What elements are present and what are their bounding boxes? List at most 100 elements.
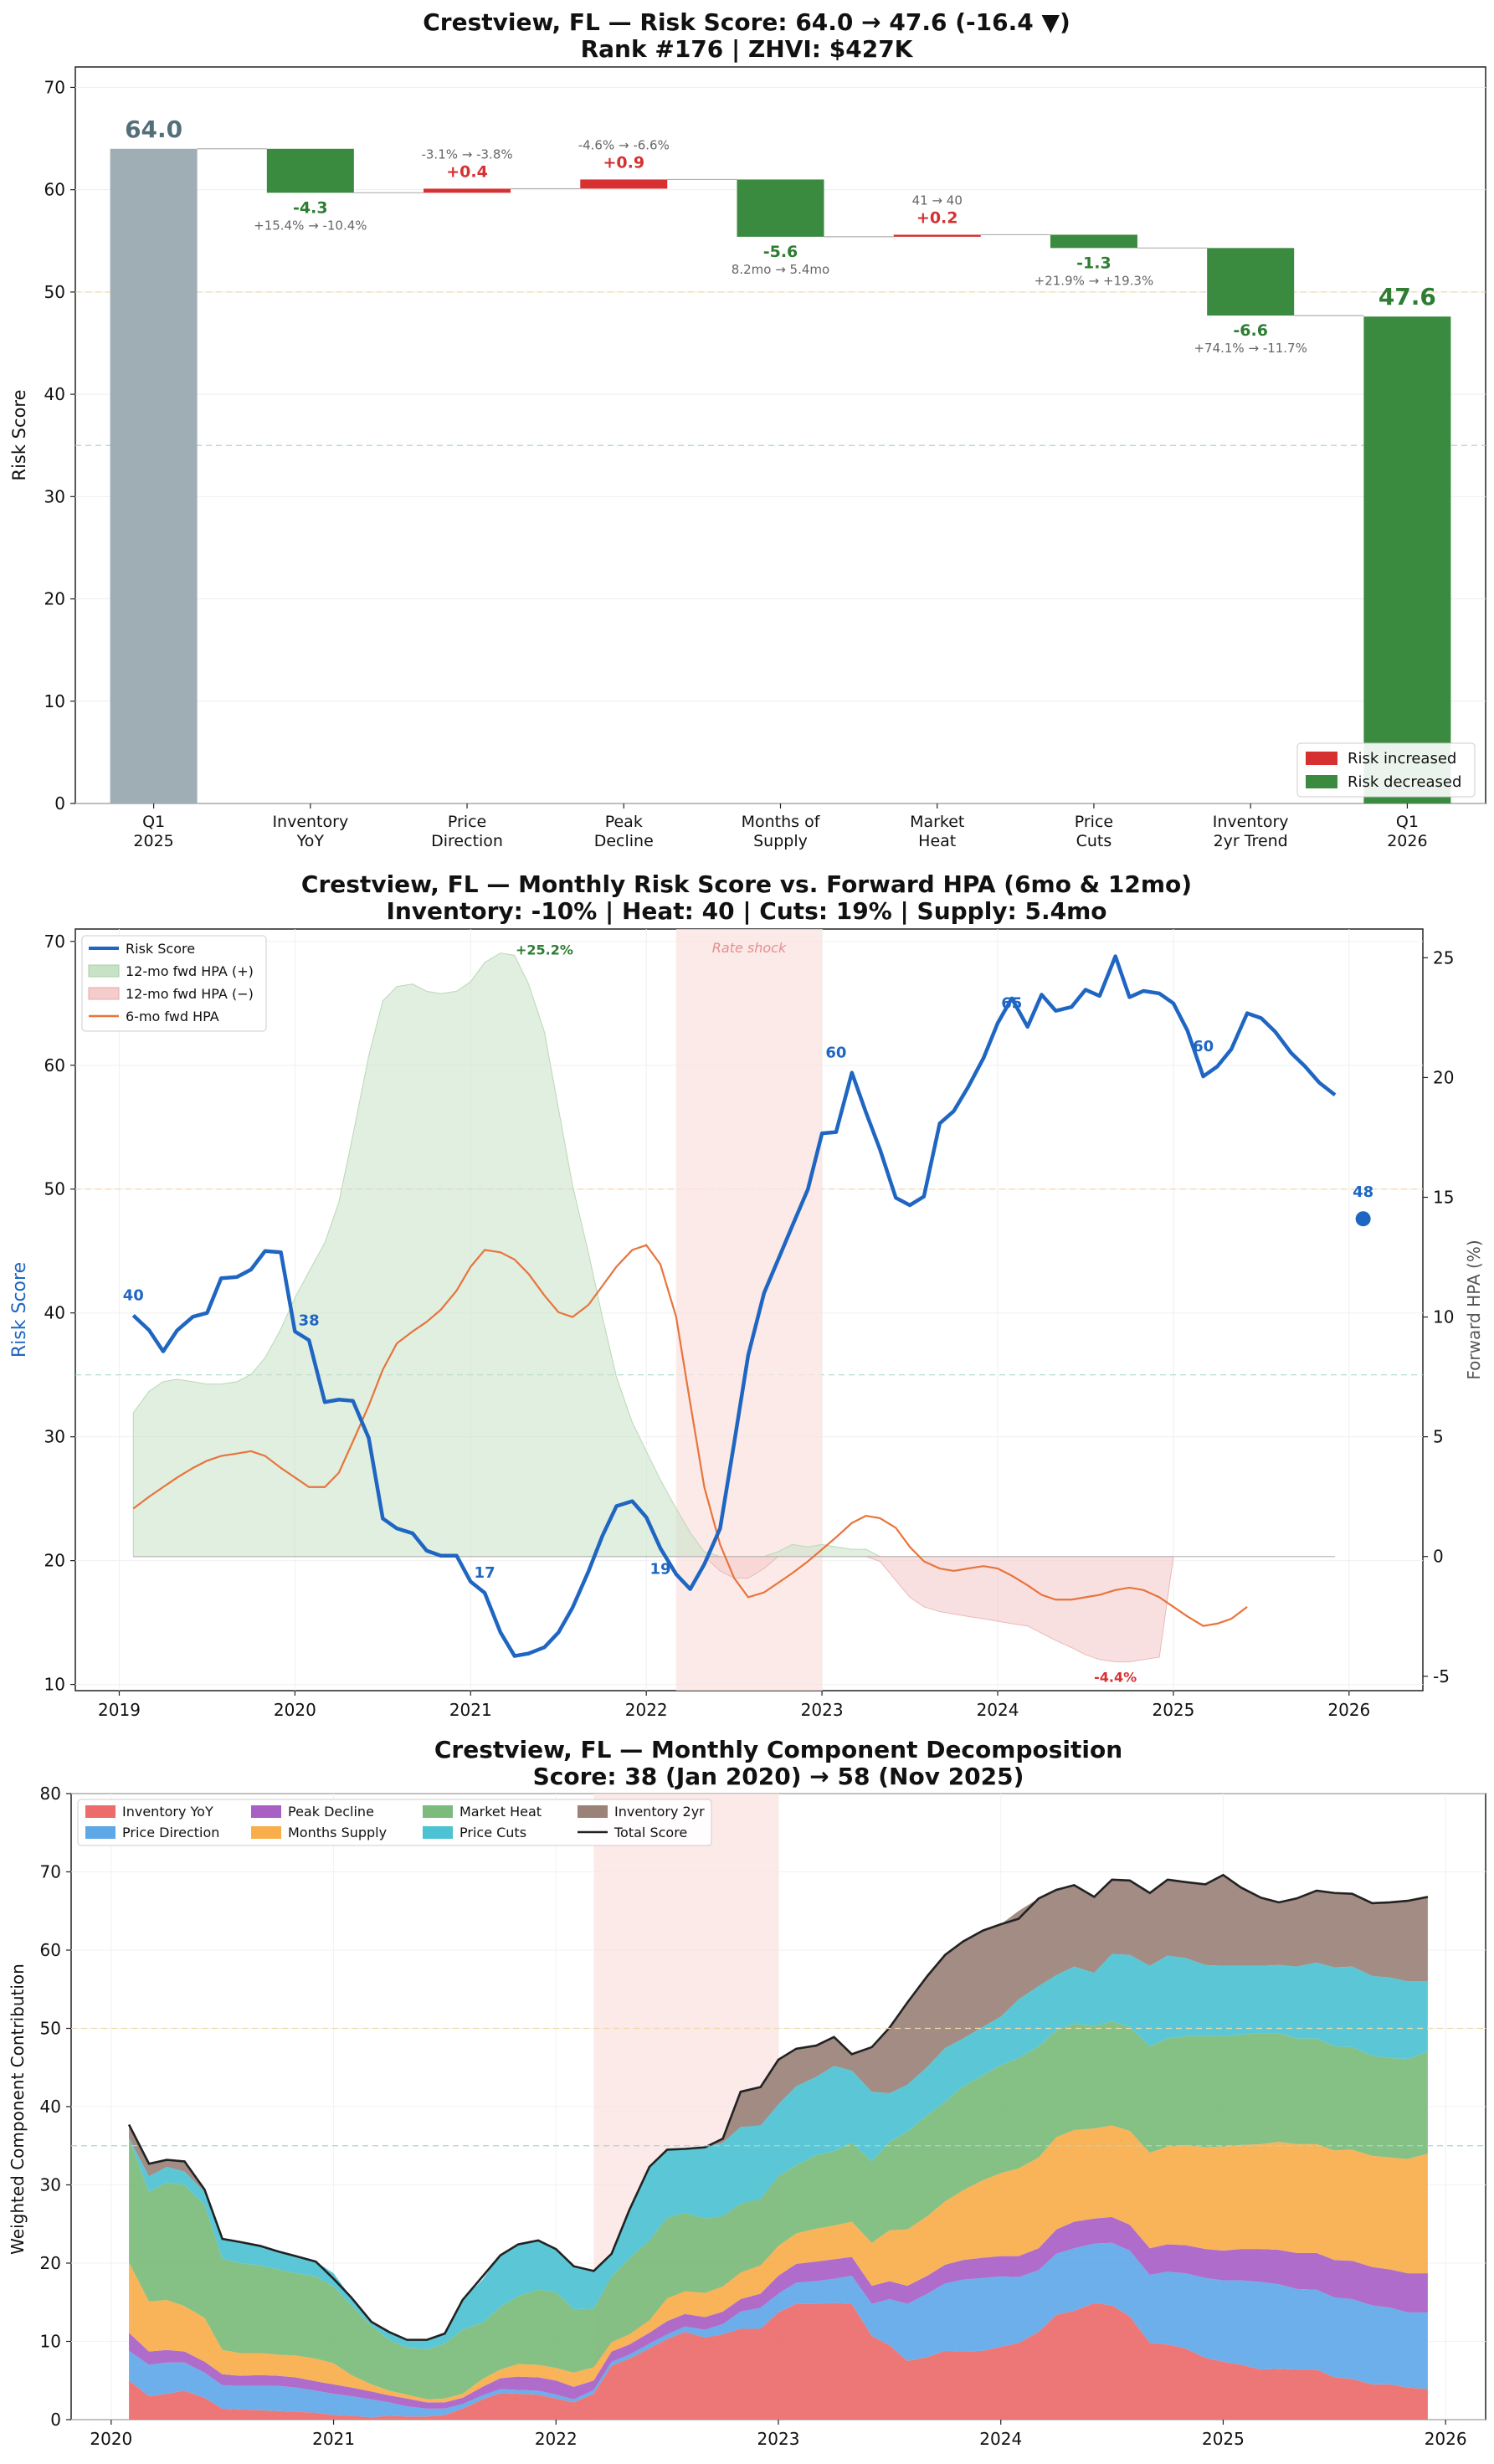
waterfall-x-tick-label: Months of Supply	[742, 813, 821, 850]
decomp-y-tick-label: 70	[40, 1862, 61, 1882]
decomp-area-inventory-2yr	[129, 1875, 1428, 2340]
decomp-area-inventory-yoy	[129, 2302, 1428, 2420]
risk-hpa-y-tick-label: 20	[44, 1551, 65, 1571]
waterfall-delta-label: +0.2	[916, 208, 958, 227]
decomp-legend-box	[77, 1799, 712, 1846]
decomp-x-tick-label: 2022	[535, 2429, 578, 2449]
decomp-y-tick-label: 40	[40, 2097, 61, 2117]
decomp-total-line	[71, 1873, 1486, 2341]
risk-score-series	[131, 954, 1371, 1658]
risk-hpa-y2-tick-label: 10	[1433, 1307, 1454, 1327]
decomp-legend: Inventory YoY Price Direction Peak Decli…	[77, 1799, 712, 1846]
decomp-y-tick-label: 60	[40, 1940, 61, 1960]
decomp-x-tick-label: 2024	[979, 2429, 1022, 2449]
hpa-12mo-extreme-label: +25.2%	[516, 942, 573, 958]
waterfall-y-tick-label: 30	[44, 486, 65, 506]
risk-score-point-label: 60	[825, 1045, 846, 1062]
waterfall-title: Crestview, FL — Risk Score: 64.0 → 47.6 …	[423, 8, 1070, 36]
waterfall-y-tick-label: 70	[44, 77, 65, 97]
risk-hpa-x-tick-label: 2023	[801, 1700, 844, 1720]
risk-hpa-y-axis-label: Risk Score	[9, 1262, 30, 1358]
hpa-12mo-extreme-label: -4.4%	[1094, 1670, 1137, 1686]
waterfall-x-tick-label: Price Direction	[431, 813, 503, 850]
risk-hpa-x-tick-label: 2022	[625, 1700, 668, 1720]
legend-swatch-hpa12-pos	[88, 964, 120, 978]
decomp-x-tick-label: 2026	[1425, 2429, 1467, 2449]
risk-score-point-label: 19	[649, 1561, 670, 1578]
risk-score-point-label: 60	[1193, 1038, 1214, 1055]
decomp-y-tick-label: 20	[40, 2253, 61, 2273]
hpa-12mo-series	[132, 952, 1336, 1663]
waterfall-y-axis-label: Risk Score	[9, 389, 29, 480]
decomp-y-axis: 0 10 20 30 40 50 60 70 80	[40, 1784, 71, 2430]
risk-score-latest-label: 48	[1353, 1183, 1373, 1201]
waterfall-delta-note: 41 → 40	[912, 192, 963, 208]
decomp-total-score-line	[127, 1873, 1429, 2341]
legend-label-inventory-yoy: Inventory YoY	[122, 1804, 213, 1820]
decomp-title: Crestview, FL — Monthly Component Decomp…	[434, 1736, 1122, 1763]
waterfall-delta-label: +0.4	[446, 162, 488, 181]
waterfall-x-tick-label: Inventory YoY	[272, 813, 348, 850]
legend-label-price-cuts: Price Cuts	[459, 1825, 526, 1840]
legend-swatch-price-cuts	[423, 1826, 453, 1839]
risk-hpa-y-tick-label: 70	[44, 932, 65, 952]
hpa-6mo-series	[132, 1244, 1248, 1627]
risk-hpa-y2-axis-label: Forward HPA (%)	[1464, 1240, 1484, 1379]
risk-score-point-label: 17	[475, 1564, 495, 1582]
decomp-y-tick-label: 80	[40, 1784, 61, 1804]
legend-label-months-supply: Months Supply	[288, 1825, 387, 1840]
risk-hpa-y2-tick-label: 5	[1433, 1427, 1444, 1447]
legend-swatch-peak-decline	[251, 1805, 281, 1818]
decomp-subtitle: Score: 38 (Jan 2020) → 58 (Nov 2025)	[533, 1763, 1024, 1790]
decomp-x-tick-label: 2020	[90, 2429, 132, 2449]
legend-label-hpa12-pos: 12-mo fwd HPA (+)	[126, 963, 254, 979]
decomp-area-months-supply	[129, 2125, 1428, 2403]
risk-score-point-label: 40	[123, 1287, 144, 1305]
risk-hpa-labels: 48 40 38 17 19 60 65 60 +25.2% -4.4%	[123, 942, 1373, 1686]
waterfall-y-tick-label: 40	[44, 384, 65, 404]
waterfall-chart: Crestview, FL — Risk Score: 64.0 → 47.6 …	[9, 8, 1486, 850]
waterfall-delta-note: +74.1% → -11.7%	[1194, 341, 1307, 356]
legend-swatch-inventory-2yr	[578, 1805, 608, 1818]
risk-hpa-y2-tick-label: -5	[1433, 1666, 1450, 1686]
risk-hpa-x-tick-label: 2024	[977, 1700, 1019, 1720]
waterfall-x-tick-label: Market Heat	[910, 813, 964, 850]
risk-score-latest-point	[1355, 1211, 1371, 1227]
legend-label-total-score: Total Score	[614, 1825, 687, 1840]
legend-swatch-market-heat	[423, 1805, 453, 1818]
waterfall-legend: Risk increased Risk decreased	[1296, 742, 1476, 798]
risk-hpa-y2-tick-label: 20	[1433, 1067, 1454, 1087]
decomp-area-price-cuts	[129, 1953, 1428, 2349]
legend-label-market-heat: Market Heat	[459, 1804, 542, 1820]
risk-hpa-title: Crestview, FL — Monthly Risk Score vs. F…	[301, 870, 1192, 898]
risk-vs-hpa-chart: Crestview, FL — Monthly Risk Score vs. F…	[9, 870, 1484, 1720]
waterfall-bar-delta	[424, 188, 511, 193]
waterfall-y-tick-label: 0	[54, 793, 65, 814]
waterfall-bar-start	[110, 148, 198, 803]
decomp-area-market-heat	[129, 2021, 1428, 2400]
legend-swatch-inventory-yoy	[85, 1805, 116, 1818]
waterfall-subtitle: Rank #176 | ZHVI: $427K	[581, 35, 914, 63]
legend-label-price-direction: Price Direction	[122, 1825, 219, 1840]
waterfall-x-tick-label: Peak Decline	[594, 813, 654, 850]
risk-score-point-label: 65	[1001, 994, 1022, 1012]
waterfall-bar-end	[1363, 316, 1451, 803]
waterfall-delta-note: -3.1% → -3.8%	[421, 146, 512, 162]
component-decomposition-chart: Crestview, FL — Monthly Component Decomp…	[8, 1736, 1486, 2449]
waterfall-x-axis: Q1 2025 Inventory YoY Price Direction Peak Decl…	[133, 803, 1428, 850]
legend-label-hpa12-neg: 12-mo fwd HPA (−)	[126, 986, 254, 1002]
waterfall-bar-delta	[1207, 248, 1295, 316]
risk-score-line	[131, 954, 1337, 1658]
decomp-x-tick-label: 2025	[1202, 2429, 1245, 2449]
decomp-x-axis: 2020 2021 2022 2023 2024 2025 2026	[90, 2420, 1467, 2449]
risk-hpa-x-tick-label: 2025	[1152, 1700, 1194, 1720]
waterfall-bar-delta	[266, 148, 354, 193]
waterfall-x-tick-label: Q1 2025	[133, 813, 173, 850]
legend-swatch-months-supply	[251, 1826, 281, 1839]
legend-swatch-price-direction	[85, 1826, 116, 1839]
risk-hpa-y-axis: 10 20 30 40 50 60 70	[44, 932, 75, 1695]
risk-hpa-x-tick-label: 2020	[274, 1700, 316, 1720]
waterfall-delta-label: -6.6	[1233, 321, 1268, 340]
risk-hpa-legend-box	[81, 935, 267, 1032]
risk-hpa-y-tick-label: 30	[44, 1427, 65, 1447]
